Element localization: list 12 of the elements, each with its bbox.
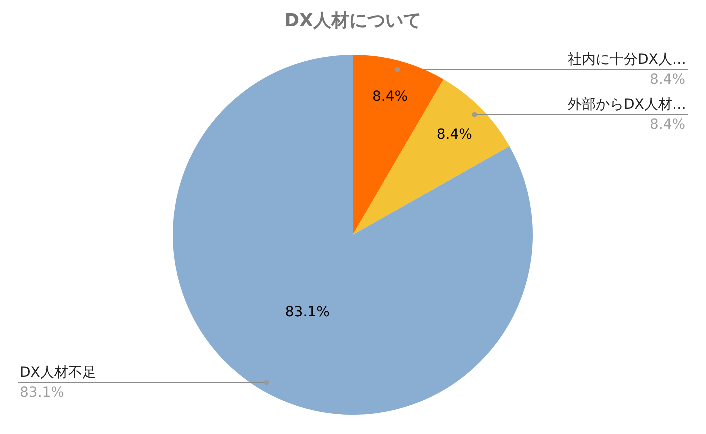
- text: 8.4%: [650, 72, 686, 88]
- text: 83.1%: [20, 385, 64, 401]
- slice-label: 社内に十分DX人…: [568, 52, 686, 68]
- data-label: 8.4%: [372, 89, 408, 106]
- slice-label: 外部からDX人材…: [568, 97, 686, 113]
- data-label: 8.4%: [436, 126, 472, 143]
- data-label: 83.1%: [285, 304, 330, 321]
- pie-slice: [173, 55, 533, 415]
- slice-label: DX人材不足: [20, 365, 96, 381]
- pie-slice: [353, 80, 510, 235]
- text: 8.4%: [650, 117, 686, 133]
- chart-title: DX人材について: [284, 10, 422, 32]
